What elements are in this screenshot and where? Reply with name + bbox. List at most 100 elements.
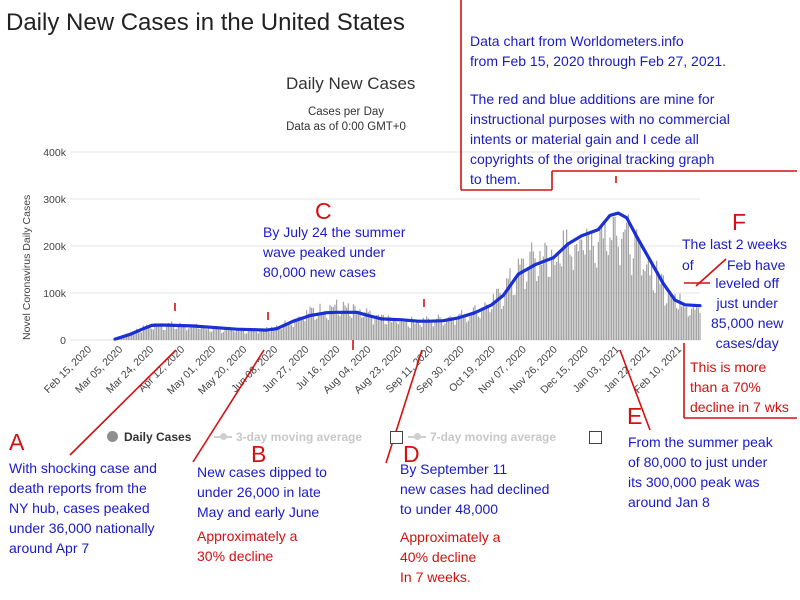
daily-cases-bar (514, 294, 516, 340)
daily-cases-bar (451, 317, 453, 340)
daily-cases-bar (336, 299, 338, 340)
daily-cases-bar (222, 332, 224, 340)
daily-cases-bar (382, 314, 384, 340)
daily-cases-bar (307, 313, 309, 340)
daily-cases-bar (509, 268, 511, 340)
daily-cases-bar (592, 245, 594, 340)
daily-cases-bar (511, 281, 513, 340)
daily-cases-bar (622, 232, 624, 340)
daily-cases-bar (412, 319, 414, 340)
legend-line-icon (214, 433, 232, 440)
daily-cases-bar (586, 228, 588, 340)
daily-cases-bar (179, 322, 181, 340)
daily-cases-bar (697, 307, 699, 340)
annotation-letter-e: E (627, 403, 643, 429)
daily-cases-bar (357, 310, 359, 340)
daily-cases-bar (157, 326, 159, 340)
legend-3-day-average[interactable]: 3-day moving average (214, 430, 362, 444)
daily-cases-bar (221, 333, 223, 340)
daily-cases-bar (629, 254, 631, 340)
daily-cases-bar (686, 306, 688, 340)
daily-cases-bar (689, 315, 691, 340)
daily-cases-bar (236, 329, 238, 340)
daily-cases-bar (154, 323, 156, 340)
daily-cases-bar (634, 231, 636, 340)
daily-cases-bar (164, 330, 166, 340)
daily-cases-bar (344, 305, 346, 340)
daily-cases-bar (237, 330, 239, 340)
daily-cases-bar (194, 324, 196, 340)
y-axis-ticks: 0 100k 200k 300k 400k (43, 147, 67, 347)
daily-cases-bar (654, 293, 656, 340)
daily-cases-bar (181, 325, 183, 340)
daily-cases-bar (321, 312, 323, 340)
daily-cases-bar (662, 275, 664, 340)
daily-cases-bar (276, 325, 278, 340)
daily-cases-bar (354, 305, 356, 340)
legend-daily-cases[interactable]: Daily Cases (107, 430, 191, 444)
daily-cases-bar (467, 320, 469, 340)
daily-cases-bar (666, 303, 668, 340)
daily-cases-bar (347, 303, 349, 340)
daily-cases-bar (554, 264, 556, 340)
y-tick-label: 0 (60, 335, 66, 347)
daily-cases-bar (199, 328, 201, 340)
checkbox-3-day-average[interactable] (390, 431, 403, 444)
daily-cases-bar (317, 313, 319, 340)
daily-cases-bar (291, 324, 293, 340)
daily-cases-bar (241, 327, 243, 340)
daily-cases-bar (151, 328, 153, 340)
daily-cases-bar (432, 326, 434, 340)
daily-cases-bar (484, 302, 486, 340)
daily-cases-bar (664, 305, 666, 340)
daily-cases-bar (682, 303, 684, 340)
daily-cases-bar (672, 296, 674, 340)
daily-cases-bar (449, 315, 451, 340)
daily-cases-bar (306, 310, 308, 340)
daily-cases-bar (544, 242, 546, 340)
daily-cases-bar (404, 321, 406, 340)
daily-cases-bar (389, 317, 391, 340)
daily-cases-bar (224, 328, 226, 340)
daily-cases-bar (541, 264, 543, 340)
daily-cases-bar (191, 326, 193, 340)
daily-cases-bar (374, 319, 376, 340)
daily-cases-bar (324, 310, 326, 340)
daily-cases-bar (596, 267, 598, 340)
daily-cases-bar (576, 244, 578, 340)
annotation-b-text: New cases dipped to under 26,000 in late… (197, 464, 327, 520)
daily-cases-bar (457, 314, 459, 340)
daily-cases-bar (569, 254, 571, 340)
daily-cases-bar (386, 324, 388, 340)
daily-cases-bar (616, 235, 618, 340)
daily-cases-bar (631, 275, 633, 340)
daily-cases-bar (327, 319, 329, 340)
daily-cases-bar (261, 331, 263, 340)
daily-cases-bar (579, 239, 581, 340)
daily-cases-bar (466, 322, 468, 340)
legend-7-day-average[interactable]: 7-day moving average (408, 430, 556, 444)
chart-title: Daily New Cases (286, 74, 416, 93)
daily-cases-bar (482, 309, 484, 340)
daily-cases-bar (684, 307, 686, 340)
daily-cases-bar (361, 317, 363, 340)
daily-cases-bar (427, 318, 429, 340)
annotation-f-line-2: of (682, 257, 694, 273)
annotation-letter-f: F (732, 209, 747, 235)
daily-cases-bar (172, 325, 174, 340)
daily-cases-bar (402, 321, 404, 340)
daily-cases-bar (669, 291, 671, 340)
daily-cases-bar (149, 326, 151, 340)
source-note: Data chart from Worldometers.info from F… (470, 33, 730, 187)
daily-cases-bar (532, 251, 534, 340)
daily-cases-bar (542, 256, 544, 340)
daily-cases-bar (269, 332, 271, 340)
daily-cases-bar (562, 230, 564, 340)
daily-cases-bar (699, 312, 701, 340)
daily-cases-bar (517, 258, 519, 340)
daily-cases-bar (266, 327, 268, 340)
checkbox-7-day-average[interactable] (589, 431, 602, 444)
daily-cases-bar (342, 301, 344, 340)
daily-cases-bar (444, 323, 446, 340)
